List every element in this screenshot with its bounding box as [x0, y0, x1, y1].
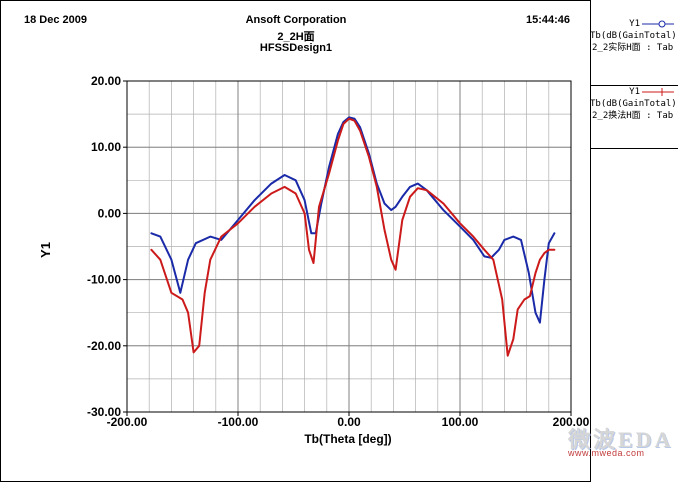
header-date: 18 Dec 2009 [24, 14, 87, 26]
legend-divider [590, 148, 678, 149]
legend-panel [590, 0, 678, 482]
y-axis-label: Y1 [38, 242, 53, 258]
y-tick-labels: -30.00 -20.00 -10.00 0.00 10.00 20.00 [87, 74, 121, 419]
watermark-title: 微波EDA [568, 427, 674, 452]
legend-entry-1[interactable]: Y1 Tb(dB(GainTotal) 2_2实际H面 : Tab [590, 18, 678, 54]
legend-entry-expr: Tb(dB(GainTotal) [590, 31, 677, 41]
header-plot-name: 2_2H面 [277, 31, 315, 43]
x-tick-label: -200.00 [107, 415, 148, 429]
series-line-1 [150, 116, 556, 324]
series-line-2 [150, 117, 556, 357]
series-layer [150, 116, 556, 357]
header-company: Ansoft Corporation [245, 14, 347, 26]
x-tick-label: 0.00 [337, 415, 361, 429]
y-tick-label: -20.00 [87, 339, 121, 353]
y-tick-label: 0.00 [98, 206, 122, 220]
legend-entry-source: 2_2实际H面 : Tab [592, 43, 674, 53]
legend-entry-name: Y1 [629, 87, 640, 97]
legend-circle-marker-icon [642, 20, 674, 27]
y-tick-label: -10.00 [87, 273, 121, 287]
legend-entry-name: Y1 [629, 19, 640, 29]
x-tick-label: 200.00 [553, 415, 590, 429]
watermark-url: www.mweda.com [568, 448, 645, 458]
watermark: 微波EDA www.mweda.com [568, 422, 678, 482]
y-tick-label: 20.00 [91, 74, 121, 88]
legend-entry-source: 2_2换法H面 : Tab [592, 111, 674, 121]
x-tick-label: -100.00 [218, 415, 259, 429]
legend-divider [590, 85, 678, 86]
y-tick-label: 10.00 [91, 140, 121, 154]
legend-entry-2[interactable]: Y1 Tb(dB(GainTotal) 2_2换法H面 : Tab [590, 86, 678, 122]
legend-plus-marker-icon [642, 87, 674, 96]
y-tick-label: -30.00 [87, 405, 121, 419]
header-time: 15:44:46 [526, 14, 571, 26]
x-axis-label: Tb(Theta [deg]) [304, 432, 391, 446]
legend-entry-expr: Tb(dB(GainTotal) [590, 99, 677, 109]
x-tick-label: 100.00 [442, 415, 479, 429]
x-tick-labels: -200.00 -100.00 0.00 100.00 200.00 [107, 415, 590, 429]
header-design: HFSSDesign1 [259, 42, 333, 54]
